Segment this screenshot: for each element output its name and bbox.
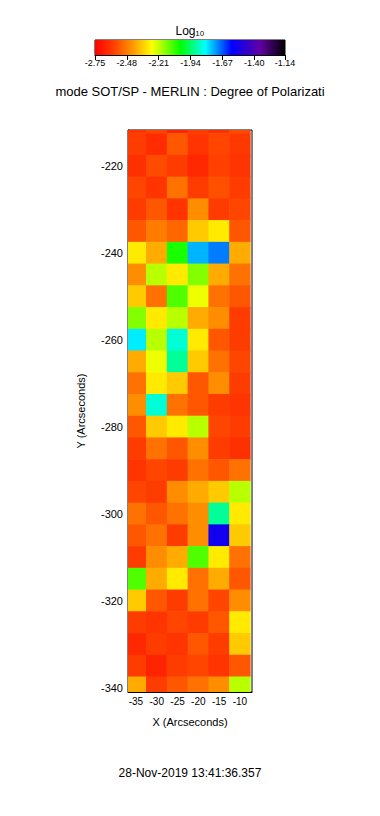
svg-text:-20: -20 [191,696,206,707]
svg-text:28-Nov-2019 13:41:36.357: 28-Nov-2019 13:41:36.357 [119,766,262,780]
svg-text:Log₁₀: Log₁₀ [175,24,204,38]
svg-text:-2.48: -2.48 [117,58,138,68]
svg-text:-15: -15 [212,696,227,707]
svg-text:-320: -320 [101,595,123,607]
svg-text:-1.14: -1.14 [275,58,296,68]
svg-text:-1.40: -1.40 [244,58,265,68]
svg-text:-2.21: -2.21 [148,58,169,68]
svg-text:-1.94: -1.94 [180,58,201,68]
svg-text:-260: -260 [101,334,123,346]
svg-text:Y (Arcseconds): Y (Arcseconds) [75,374,87,449]
svg-text:-300: -300 [101,508,123,520]
svg-text:-220: -220 [101,160,123,172]
svg-text:X (Arcseconds): X (Arcseconds) [152,716,227,728]
svg-text:-35: -35 [129,696,144,707]
svg-text:-2.75: -2.75 [85,58,106,68]
svg-text:-1.67: -1.67 [212,58,233,68]
svg-text:-30: -30 [149,696,164,707]
svg-text:mode SOT/SP - MERLIN : Degree: mode SOT/SP - MERLIN : Degree of Polariz… [55,84,324,99]
svg-text:-25: -25 [170,696,185,707]
svg-text:-240: -240 [101,247,123,259]
svg-text:-340: -340 [101,682,123,694]
svg-text:-10: -10 [233,696,248,707]
svg-text:-280: -280 [101,421,123,433]
